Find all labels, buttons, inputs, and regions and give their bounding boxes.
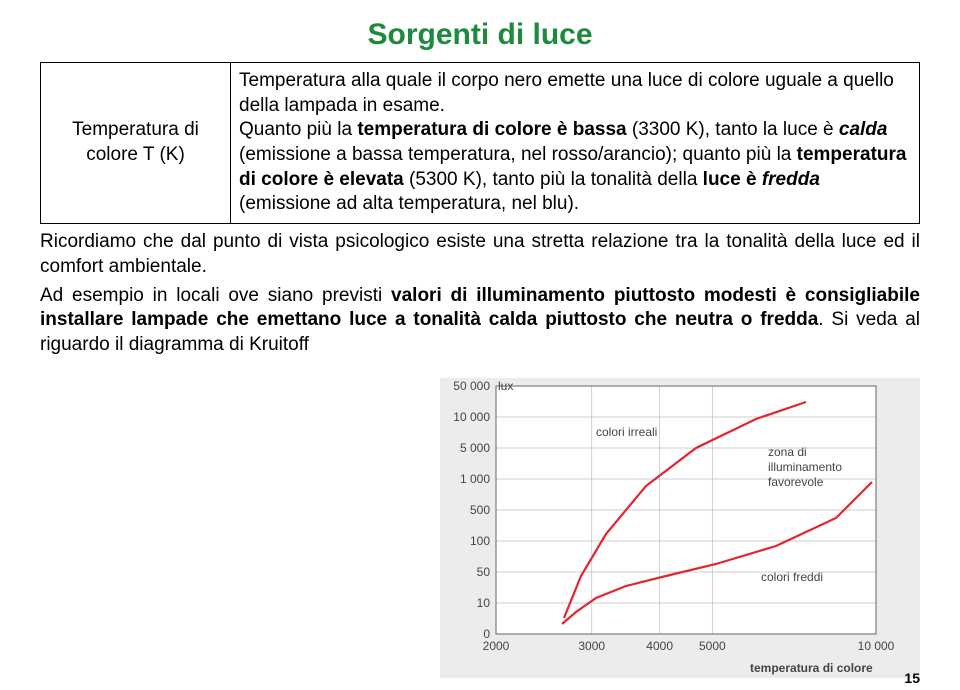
x-axis-label: temperatura di colore — [750, 661, 873, 675]
def-p2c: (3300 K), tanto la luce è — [627, 119, 839, 140]
y-tick-label: 5 000 — [460, 441, 490, 455]
def-p2b: temperatura di colore è bassa — [357, 119, 626, 140]
y-tick-label: 10 000 — [453, 410, 490, 424]
zone-cold: colori freddi — [761, 570, 823, 584]
def-p2a: Quanto più la — [239, 119, 357, 140]
def-p1: Temperatura alla quale il corpo nero eme… — [239, 70, 894, 116]
x-tick-label: 5000 — [699, 639, 726, 653]
x-tick-label: 2000 — [483, 639, 510, 653]
definition-text-cell: Temperatura alla quale il corpo nero eme… — [231, 63, 920, 224]
y-tick-label: 50 — [477, 565, 491, 579]
zone-fav-2: illuminamento — [768, 460, 842, 474]
y-tick-label: 1 000 — [460, 472, 490, 486]
y-tick-label: 500 — [470, 503, 490, 517]
paragraph-2: Ad esempio in locali ove siano previsti … — [40, 284, 920, 358]
def-p2d: calda — [839, 119, 888, 140]
y-tick-label: 50 000 — [453, 379, 490, 393]
def-p2g: (5300 K), tanto più la tonalità della — [404, 169, 703, 190]
paragraph-1: Ricordiamo che dal punto di vista psicol… — [40, 230, 920, 279]
definition-table: Temperatura di colore T (K) Temperatura … — [40, 62, 920, 224]
definition-label-cell: Temperatura di colore T (K) — [41, 63, 231, 224]
y-axis-label: lux — [498, 379, 513, 393]
definition-label-line2: colore T (K) — [86, 144, 185, 165]
page-title: Sorgenti di luce — [40, 18, 920, 52]
page-number: 15 — [904, 670, 920, 686]
zone-unreal: colori irreali — [596, 425, 657, 439]
para2-a: Ad esempio in locali ove siano previsti — [40, 285, 391, 306]
y-tick-label: 10 — [477, 596, 491, 610]
zone-fav-3: favorevole — [768, 475, 824, 489]
def-p2e: (emissione a bassa temperatura, nel ross… — [239, 144, 797, 165]
definition-label-line1: Temperatura di — [72, 119, 199, 140]
zone-fav-1: zona di — [768, 445, 807, 459]
def-p2j: (emissione ad alta temperatura, nel blu)… — [239, 193, 579, 214]
def-p2h: luce è — [703, 169, 762, 190]
y-tick-label: 100 — [470, 534, 490, 548]
x-tick-label: 10 000 — [858, 639, 895, 653]
kruitoff-chart: colori irreali zona di illuminamento fav… — [440, 378, 920, 678]
x-tick-label: 4000 — [646, 639, 673, 653]
x-tick-label: 3000 — [578, 639, 605, 653]
def-p2i: fredda — [762, 169, 820, 190]
